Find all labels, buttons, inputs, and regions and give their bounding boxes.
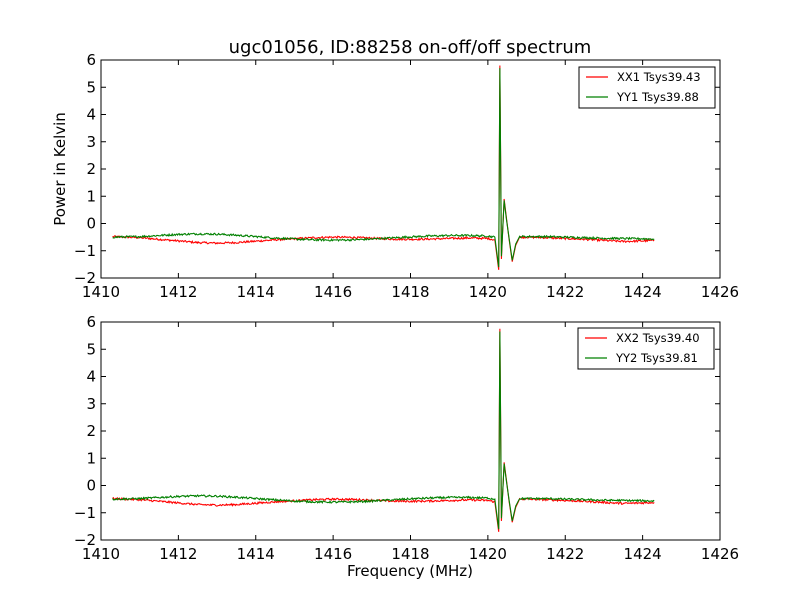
x-tick-label: 1424 [624, 545, 662, 563]
y-tick-label: 5 [86, 340, 96, 358]
legend-label: YY1 Tsys39.88 [616, 90, 699, 104]
series-line-yy-panel-1 [112, 331, 655, 530]
y-tick-label: 0 [86, 477, 96, 495]
y-tick-label: 1 [86, 187, 96, 205]
x-tick-label: 1418 [391, 545, 429, 563]
series-line-xx-panel-1 [112, 328, 655, 532]
y-tick-label: −1 [74, 504, 96, 522]
y-tick-label: 1 [86, 449, 96, 467]
x-tick-label: 1426 [701, 545, 739, 563]
y-tick-label: 0 [86, 215, 96, 233]
y-tick-label: 5 [86, 78, 96, 96]
bottom-subplot: 1410 1412 1414 1416 1418 1420 1422 1424 1426−2−1… [74, 313, 739, 563]
legend-label: XX2 Tsys39.40 [616, 331, 700, 345]
y-tick-label: 3 [86, 395, 96, 413]
y-tick-label: 4 [86, 106, 96, 124]
x-tick-label: 1422 [546, 283, 584, 301]
x-tick-label: 1424 [624, 283, 662, 301]
x-tick-label: 1416 [314, 283, 352, 301]
series-line-yy-panel-0 [112, 68, 655, 268]
x-tick-label: 1418 [391, 283, 429, 301]
y-tick-label: −2 [74, 269, 96, 287]
x-tick-label: 1426 [701, 283, 739, 301]
legend-panel-1: XX2 Tsys39.40 YY2 Tsys39.81 [577, 327, 715, 370]
y-tick-label: 6 [86, 51, 96, 69]
x-tick-label: 1416 [314, 545, 352, 563]
x-tick-label: 1412 [159, 283, 197, 301]
top-subplot: 1410 1412 1414 1416 1418 1420 1422 1424 1426−2−1… [74, 51, 739, 301]
x-tick-label: 1420 [469, 545, 507, 563]
y-tick-label: 6 [86, 313, 96, 331]
y-tick-label: 4 [86, 368, 96, 386]
y-axis-label-top: Power in Kelvin [51, 112, 69, 226]
legend-box [577, 327, 715, 370]
legend-box [578, 66, 716, 109]
x-tick-label: 1410 [82, 283, 120, 301]
x-tick-label: 1420 [469, 283, 507, 301]
legend-label: YY2 Tsys39.81 [615, 351, 698, 365]
legend-label: XX1 Tsys39.43 [617, 70, 701, 84]
x-tick-label: 1422 [546, 545, 584, 563]
y-tick-label: 2 [86, 422, 96, 440]
y-tick-label: −1 [74, 242, 96, 260]
x-tick-label: 1410 [82, 545, 120, 563]
x-tick-label: 1412 [159, 545, 197, 563]
chart-title: ugc01056, ID:88258 on-off/off spectrum [229, 37, 592, 58]
y-tick-label: −2 [74, 531, 96, 549]
y-tick-label: 2 [86, 160, 96, 178]
legend-panel-0: XX1 Tsys39.43 YY1 Tsys39.88 [578, 66, 716, 109]
x-tick-label: 1414 [237, 545, 275, 563]
x-axis-label-bottom: Frequency (MHz) [347, 562, 473, 580]
y-tick-label: 3 [86, 133, 96, 151]
x-tick-label: 1414 [237, 283, 275, 301]
